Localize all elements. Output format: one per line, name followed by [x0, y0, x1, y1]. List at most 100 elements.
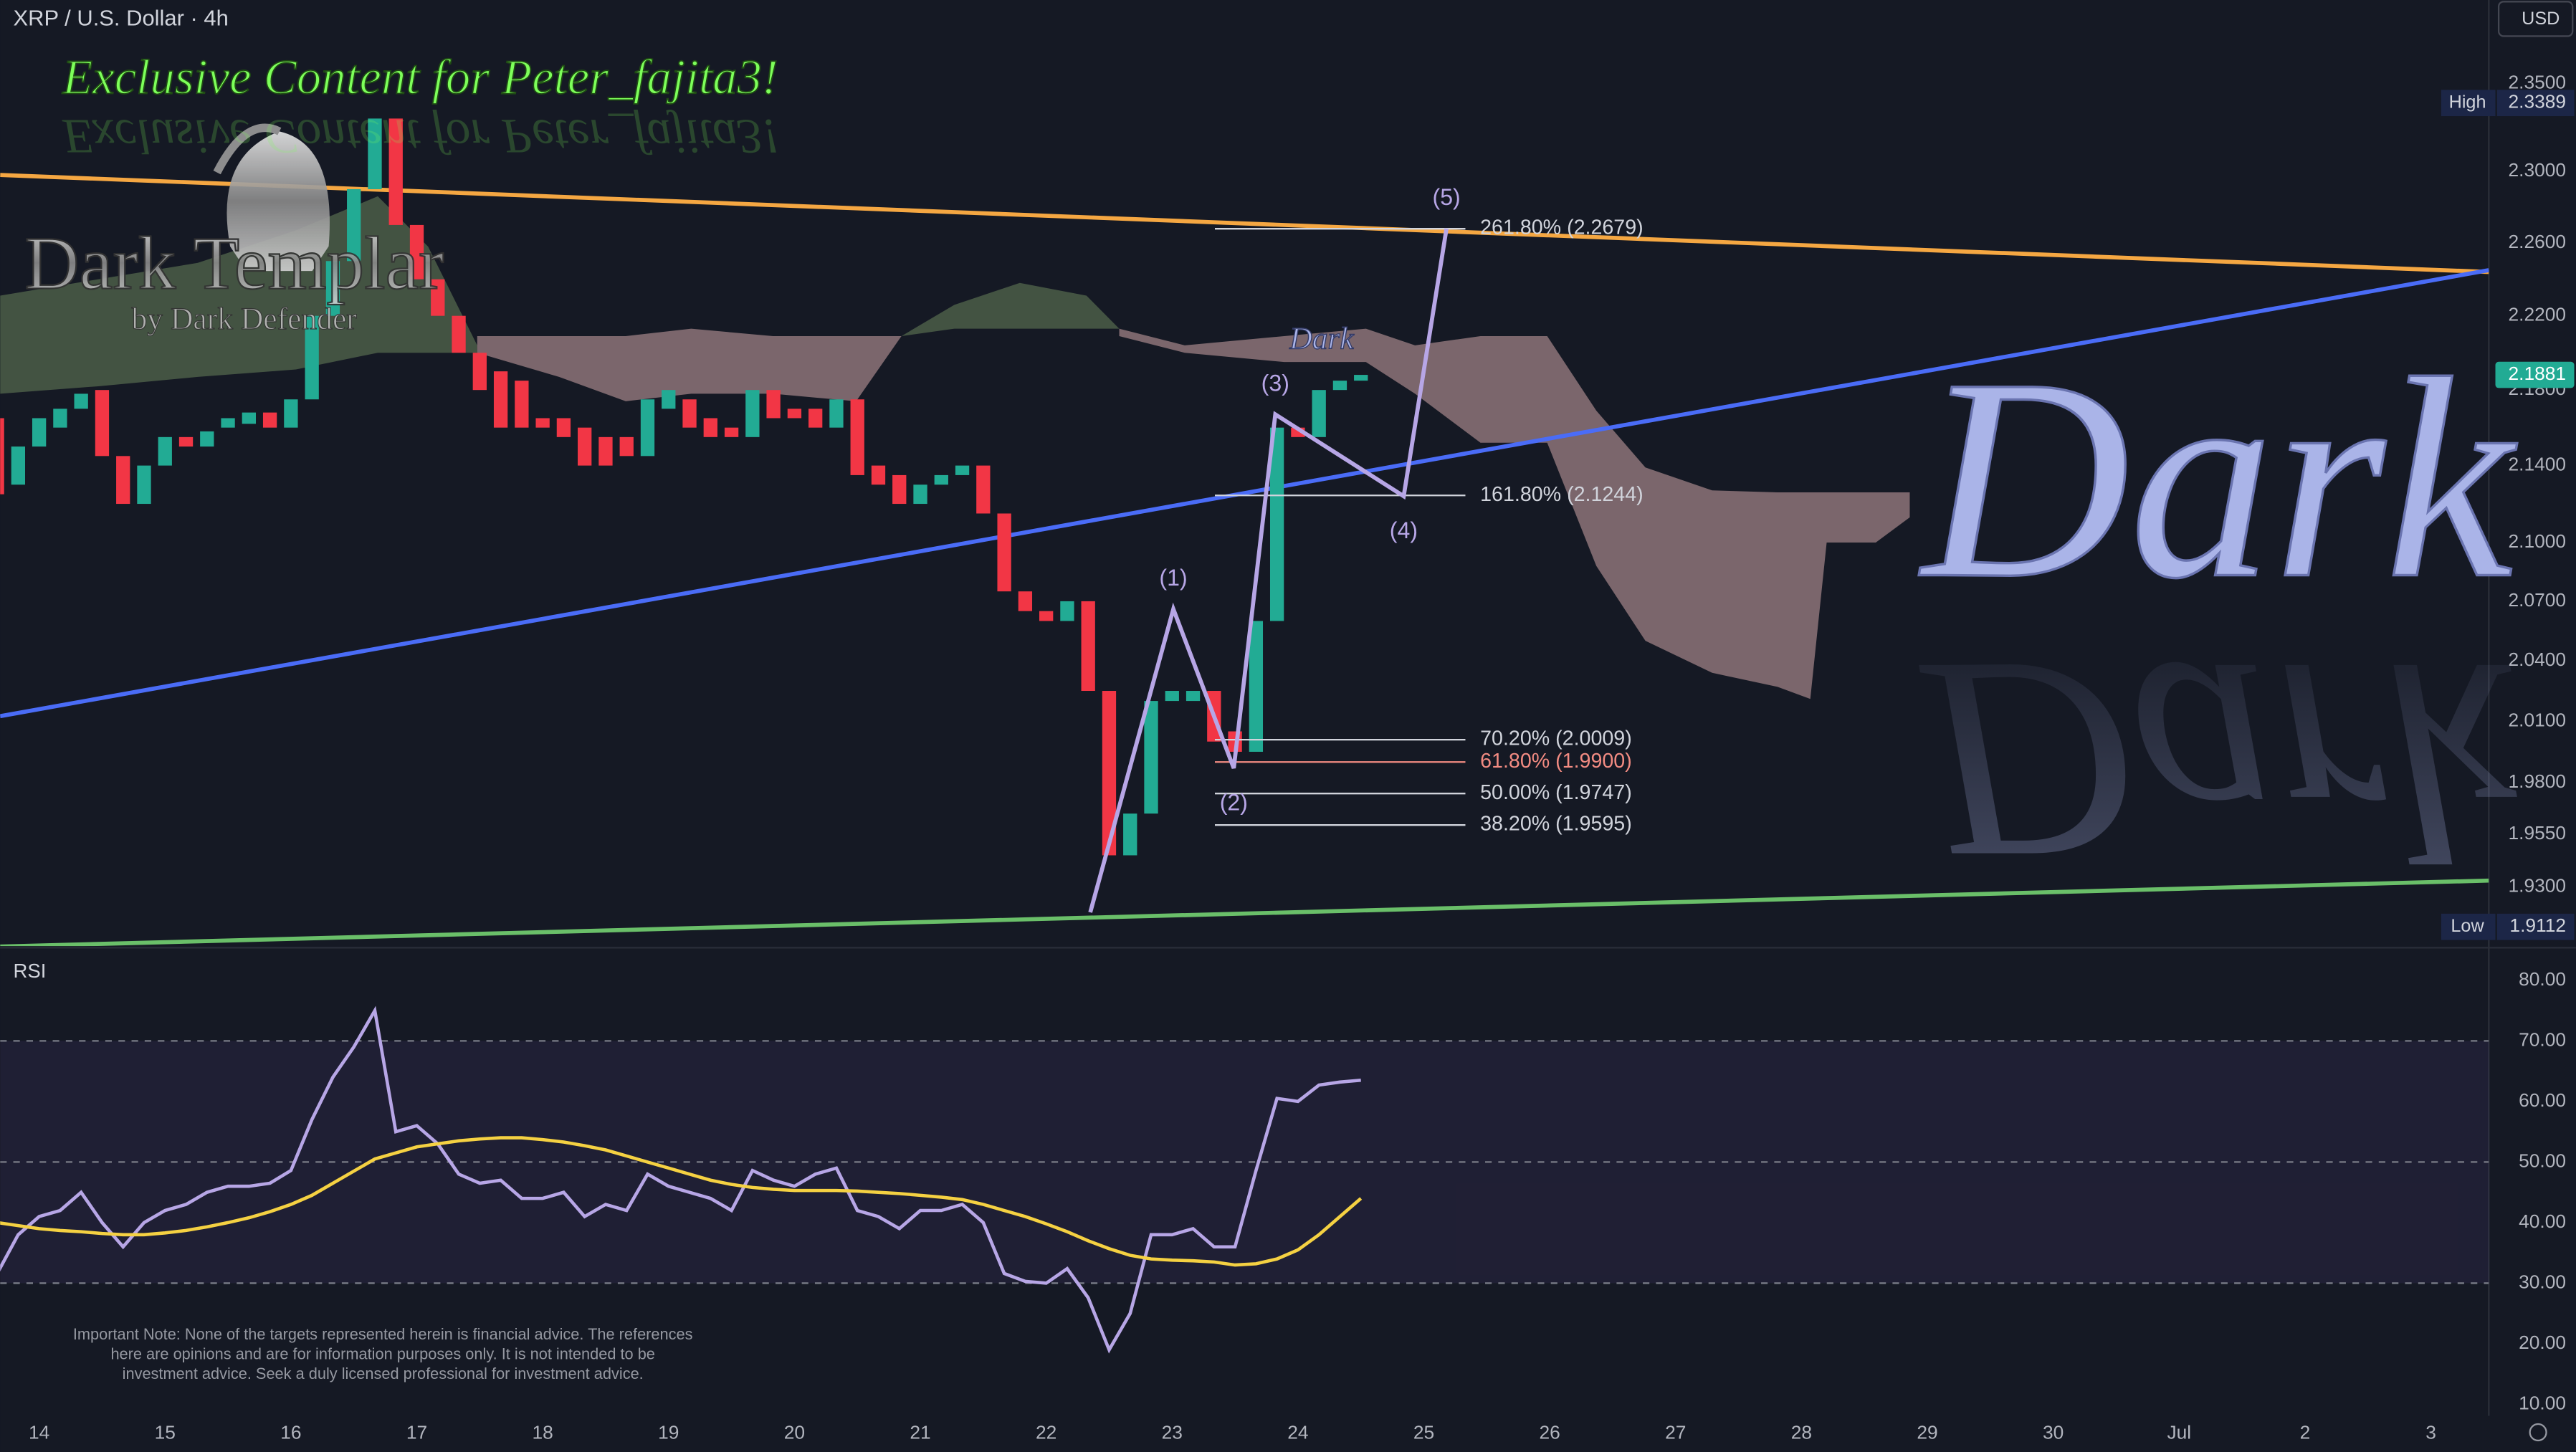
- low-value-box: [2496, 913, 2575, 940]
- x-tick-label: 28: [1791, 1422, 1812, 1443]
- x-tick-label: 30: [2043, 1422, 2064, 1443]
- candle-body: [409, 224, 424, 280]
- fib-label: 70.20% (2.0009): [1480, 727, 1632, 750]
- candle-body: [850, 399, 864, 475]
- rsi-plot: [0, 1006, 2489, 1354]
- candle-body: [662, 390, 676, 409]
- back-layer: [0, 118, 2489, 1354]
- candle-body: [431, 279, 445, 316]
- x-tick-label: 2: [2300, 1422, 2311, 1443]
- candle-body: [640, 399, 655, 457]
- candle-body: [325, 261, 340, 316]
- y-tick-label: 2.1000: [2508, 530, 2566, 552]
- candle-body: [1144, 701, 1158, 814]
- candle-body: [472, 353, 487, 391]
- y-tick-label: 2.3500: [2508, 72, 2566, 93]
- rsi-tick-label: 80.00: [2519, 968, 2566, 990]
- candle-body: [1186, 691, 1201, 702]
- x-tick-label: 22: [1036, 1422, 1056, 1443]
- rsi-line: [0, 1136, 1363, 1267]
- candle-body: [178, 436, 194, 447]
- x-tick-label: 18: [532, 1422, 553, 1443]
- rsi-tick-label: 40.00: [2519, 1210, 2566, 1232]
- ichimoku-cloud: [477, 328, 902, 401]
- candle-body: [1081, 601, 1095, 692]
- rsi-tick-label: 60.00: [2519, 1089, 2566, 1111]
- candle-body: [200, 431, 214, 447]
- candle-body: [1018, 591, 1033, 611]
- candle-body: [829, 399, 844, 428]
- elliott-wave: [1088, 228, 1449, 913]
- x-tick-label: 20: [784, 1422, 805, 1443]
- fib-label: 50.00% (1.9747): [1480, 781, 1632, 804]
- trendline: [0, 878, 2489, 947]
- candle-body: [262, 412, 277, 428]
- rsi-tick-label: 70.00: [2519, 1028, 2566, 1050]
- rsi-tick-label: 10.00: [2519, 1392, 2566, 1413]
- x-tick-label: 27: [1665, 1422, 1686, 1443]
- candle-body: [53, 409, 67, 428]
- rsi-line: [0, 1006, 1361, 1354]
- candle-body: [1102, 691, 1117, 856]
- x-tick-label: 23: [1162, 1422, 1183, 1443]
- y-tick-label: 1.9800: [2508, 770, 2566, 792]
- disclaimer-line: Important Note: None of the targets repr…: [73, 1325, 693, 1343]
- x-tick-label: 3: [2425, 1422, 2436, 1443]
- y-tick-label: 1.9300: [2508, 874, 2566, 896]
- currency-label[interactable]: USD: [2522, 9, 2560, 29]
- wave-label: (3): [1261, 370, 1289, 396]
- rsi-tick-label: 30.00: [2519, 1271, 2566, 1292]
- wave-label: (2): [1220, 790, 1248, 816]
- x-tick-label: 24: [1287, 1422, 1308, 1443]
- candle-body: [1060, 601, 1074, 621]
- helmet-icon: [226, 131, 330, 272]
- wave-label: (4): [1390, 517, 1418, 543]
- y-tick-label: 2.2600: [2508, 231, 2566, 252]
- x-tick-label: 25: [1413, 1422, 1434, 1443]
- rsi-title: RSI: [14, 960, 47, 982]
- y-tick-label: 2.0400: [2508, 649, 2566, 670]
- y-tick-label: 2.0100: [2508, 709, 2566, 730]
- settings-icon[interactable]: [2529, 1423, 2547, 1442]
- trendline: [0, 268, 2489, 719]
- candle-body: [116, 456, 130, 505]
- candle-body: [221, 418, 235, 428]
- y-tick-label: 1.9550: [2508, 822, 2566, 844]
- x-tick-label: 17: [406, 1422, 427, 1443]
- candle-body: [976, 465, 991, 514]
- x-tick-label: 26: [1540, 1422, 1560, 1443]
- candle-body: [1165, 691, 1179, 702]
- candle-body: [11, 446, 26, 485]
- candle-body: [1354, 375, 1368, 381]
- x-tick-label: 16: [280, 1422, 301, 1443]
- last-price-box: [2495, 361, 2575, 388]
- low-label: Low: [2451, 916, 2484, 936]
- candle-body: [913, 484, 927, 505]
- candle-body: [305, 315, 319, 400]
- candle-body: [598, 436, 613, 466]
- candle-body: [95, 390, 110, 457]
- candle-body: [515, 381, 529, 428]
- x-tick-label: 29: [1917, 1422, 1937, 1443]
- logo-subtitle: by Dark Defender: [132, 302, 358, 336]
- candle-body: [1039, 611, 1054, 621]
- x-tick-label: 15: [155, 1422, 176, 1443]
- x-tick-label: Jul: [2167, 1422, 2191, 1443]
- candle-body: [284, 399, 298, 428]
- candle-body: [0, 418, 4, 495]
- candle-body: [535, 418, 550, 428]
- candle-body: [724, 427, 739, 437]
- currency-button[interactable]: [2497, 1, 2574, 37]
- y-tick-label: 2.2200: [2508, 304, 2566, 325]
- candle-body: [137, 465, 151, 505]
- candle-body: [242, 412, 257, 424]
- headline: Exclusive Content for Peter_fajita3!: [62, 49, 778, 104]
- ichimoku-cloud: [901, 282, 1120, 336]
- candle-body: [1332, 381, 1347, 391]
- high-label: High: [2449, 92, 2486, 112]
- disclaimer-line: here are opinions and are for informatio…: [110, 1345, 654, 1363]
- rsi-band: [0, 1041, 2489, 1284]
